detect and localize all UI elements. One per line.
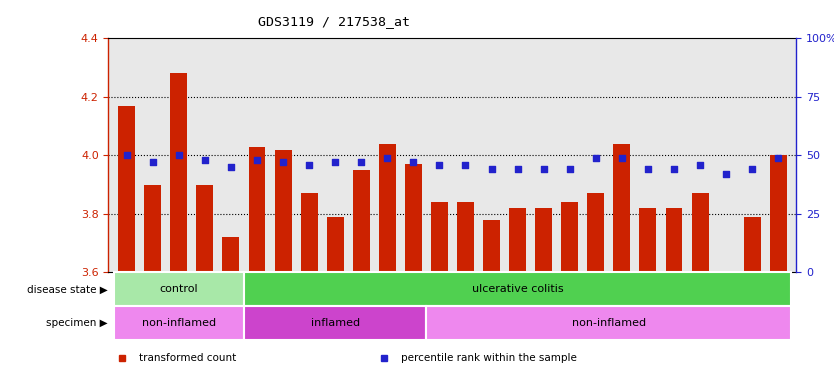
Bar	[113, 272, 244, 306]
Point	[511, 166, 525, 172]
Text: control: control	[159, 284, 198, 294]
Bar	[691, 194, 709, 272]
Point	[250, 157, 264, 163]
Bar	[770, 156, 786, 272]
Bar	[144, 185, 161, 272]
Bar	[244, 272, 791, 306]
Text: inflamed: inflamed	[310, 318, 359, 328]
Bar	[666, 208, 682, 272]
Bar	[196, 185, 214, 272]
Bar	[353, 170, 369, 272]
Bar	[613, 144, 631, 272]
Text: non-inflamed: non-inflamed	[142, 318, 216, 328]
Bar	[274, 149, 292, 272]
Point	[459, 162, 472, 168]
Point	[120, 152, 133, 159]
Point	[485, 166, 498, 172]
Point	[667, 166, 681, 172]
Text: percentile rank within the sample: percentile rank within the sample	[401, 353, 577, 363]
Point	[354, 159, 368, 166]
Text: GDS3119 / 217538_at: GDS3119 / 217538_at	[258, 15, 409, 28]
Bar	[744, 217, 761, 272]
Point	[172, 152, 185, 159]
Bar	[561, 202, 578, 272]
Bar	[379, 144, 396, 272]
Bar	[431, 202, 448, 272]
Point	[693, 162, 706, 168]
Bar	[404, 164, 422, 272]
Bar	[426, 306, 791, 340]
Bar	[327, 217, 344, 272]
Point	[641, 166, 655, 172]
Bar	[118, 106, 135, 272]
Point	[589, 155, 602, 161]
Text: specimen ▶: specimen ▶	[46, 318, 108, 328]
Bar	[170, 73, 188, 272]
Point	[146, 159, 159, 166]
Point	[563, 166, 576, 172]
Point	[198, 157, 212, 163]
Bar	[113, 306, 244, 340]
Bar	[587, 194, 605, 272]
Point	[303, 162, 316, 168]
Bar	[300, 194, 318, 272]
Point	[537, 166, 550, 172]
Point	[746, 166, 759, 172]
Bar	[457, 202, 474, 272]
Text: disease state ▶: disease state ▶	[28, 284, 108, 294]
Text: transformed count: transformed count	[139, 353, 237, 363]
Point	[771, 155, 785, 161]
Point	[380, 155, 394, 161]
Point	[433, 162, 446, 168]
Text: ulcerative colitis: ulcerative colitis	[472, 284, 564, 294]
Point	[224, 164, 238, 170]
Point	[720, 171, 733, 177]
Bar	[223, 237, 239, 272]
Text: non-inflamed: non-inflamed	[572, 318, 646, 328]
Bar	[244, 306, 426, 340]
Point	[276, 159, 289, 166]
Bar	[535, 208, 552, 272]
Bar	[249, 147, 265, 272]
Bar	[509, 208, 526, 272]
Bar	[640, 208, 656, 272]
Point	[329, 159, 342, 166]
Point	[407, 159, 420, 166]
Point	[615, 155, 629, 161]
Bar	[483, 220, 500, 272]
